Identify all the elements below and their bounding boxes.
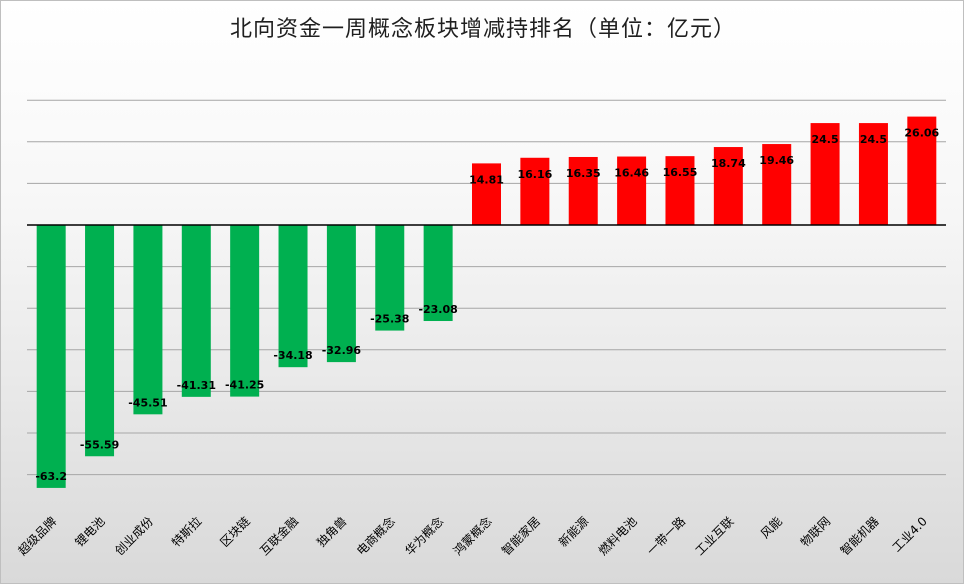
bar bbox=[810, 123, 840, 225]
value-label: -25.38 bbox=[370, 313, 409, 326]
category-label: 物联网 bbox=[798, 514, 833, 549]
bar bbox=[326, 225, 356, 363]
value-label: -23.08 bbox=[418, 303, 457, 316]
bar bbox=[423, 225, 453, 322]
category-label: 鸿蒙概念 bbox=[450, 514, 495, 559]
bar bbox=[713, 147, 743, 225]
bar bbox=[85, 225, 115, 457]
bar bbox=[762, 144, 792, 225]
bar bbox=[36, 225, 66, 488]
value-label: 26.06 bbox=[904, 127, 939, 140]
value-label: -55.59 bbox=[80, 438, 119, 451]
category-label: 新能源 bbox=[555, 514, 591, 550]
bars bbox=[36, 116, 937, 488]
gridlines bbox=[27, 99, 946, 476]
value-label: 14.81 bbox=[469, 173, 504, 186]
bar bbox=[230, 225, 260, 397]
chart-title: 北向资金一周概念板块增减持排名（单位：亿元） bbox=[229, 17, 736, 42]
category-label: 超级品牌 bbox=[15, 514, 60, 559]
category-label: 工业4.0 bbox=[890, 514, 930, 554]
category-label: 独角兽 bbox=[314, 514, 349, 549]
value-label: -32.96 bbox=[322, 344, 362, 357]
value-label: 16.46 bbox=[614, 167, 649, 180]
bar bbox=[568, 156, 598, 225]
category-label: 智能机器 bbox=[837, 514, 882, 559]
value-label: -45.51 bbox=[128, 396, 167, 409]
bar bbox=[278, 225, 308, 368]
bar bbox=[907, 116, 937, 225]
category-label: 风能 bbox=[758, 514, 785, 541]
category-label: 智能家居 bbox=[498, 514, 543, 559]
value-label: -34.18 bbox=[273, 349, 312, 362]
bar bbox=[858, 123, 888, 225]
category-labels: 超级品牌 锂电池 创业成份 特斯拉 区块链 互联金融 独角兽 电商概念 华为概念 鸿蒙概念 智能家居… bbox=[15, 514, 930, 559]
value-label: 24.5 bbox=[860, 133, 887, 146]
bar bbox=[520, 157, 550, 225]
category-label: 特斯拉 bbox=[168, 514, 204, 550]
value-label: 16.16 bbox=[517, 168, 552, 181]
value-labels: -63.2 -55.59 -45.51 -41.31 -41.25 -34.18 -32.9… bbox=[35, 127, 939, 483]
category-label: 创业成份 bbox=[112, 514, 156, 558]
value-label: 24.5 bbox=[812, 133, 839, 146]
bar bbox=[617, 156, 647, 225]
value-label: -63.2 bbox=[35, 470, 67, 483]
bar bbox=[375, 225, 405, 331]
value-label: 16.35 bbox=[566, 167, 601, 180]
value-label: 16.55 bbox=[663, 166, 698, 179]
bar bbox=[665, 156, 695, 225]
category-label: 燃料电池 bbox=[595, 514, 640, 559]
value-label: -41.25 bbox=[225, 379, 264, 392]
value-label: -41.31 bbox=[177, 379, 216, 392]
category-label: 电商概念 bbox=[353, 514, 398, 559]
category-label: 华为概念 bbox=[402, 514, 447, 559]
category-label: 互联金融 bbox=[257, 514, 302, 559]
bar bbox=[133, 225, 163, 415]
value-label: 18.74 bbox=[711, 157, 746, 170]
value-label: 19.46 bbox=[759, 154, 794, 167]
bar bbox=[472, 163, 501, 225]
category-label: 锂电池 bbox=[72, 514, 108, 550]
category-label: 工业互联 bbox=[693, 514, 737, 558]
category-label: 区块链 bbox=[217, 514, 253, 550]
category-label: 一带一路 bbox=[644, 514, 689, 559]
bar bbox=[181, 225, 211, 397]
